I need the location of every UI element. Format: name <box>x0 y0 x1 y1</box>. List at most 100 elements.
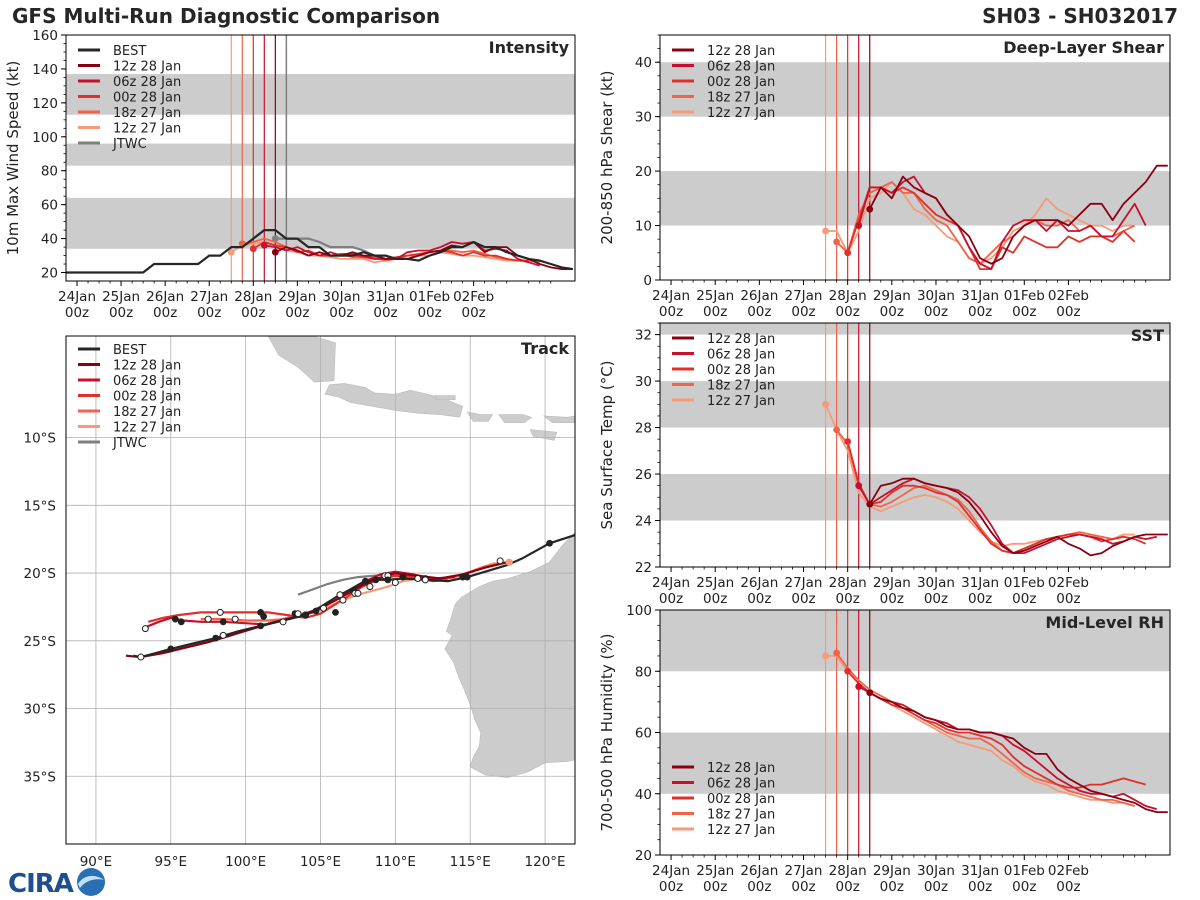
x-tick-label: 26Jan <box>740 863 778 879</box>
legend-label: 12z 27 Jan <box>707 394 775 409</box>
x-tick-label: 29Jan <box>873 863 911 879</box>
x-tick-label: 28Jan <box>829 575 867 591</box>
x-tick-sublabel: 00z <box>968 879 992 895</box>
y-tick-label: 120 <box>32 96 58 112</box>
x-tick-label: 27Jan <box>190 289 228 305</box>
track-marker-filled <box>219 618 227 626</box>
y-tick-label: 35°S <box>24 769 57 785</box>
panel-shear: 01020304024Jan00z25Jan00z26Jan00z27Jan00… <box>598 34 1171 320</box>
x-tick-sublabel: 00z <box>703 879 727 895</box>
x-tick-sublabel: 00z <box>924 304 948 320</box>
track-marker-open <box>204 615 212 623</box>
shade-band <box>660 610 1170 672</box>
panel-track: 90°E 95°E 100°E 105°E 110°E 115°E 120°E 10°S 15°… <box>24 335 576 870</box>
series-line-18z-27-jan <box>835 429 1135 554</box>
x-tick-label: 26Jan <box>740 288 778 304</box>
logo-text: CIRA <box>8 869 74 898</box>
legend-label: 12z 28 Jan <box>707 332 775 347</box>
x-tick-label: 01Feb <box>409 289 450 305</box>
legend-label: 12z 28 Jan <box>707 44 775 59</box>
series-line-06z-28-jan <box>264 241 540 267</box>
panel-title: Intensity <box>489 38 570 57</box>
legend-label: 12z 27 Jan <box>707 106 775 121</box>
y-tick-label: 22 <box>635 560 652 576</box>
x-tick-label: 02Feb <box>453 289 494 305</box>
init-point <box>227 248 235 256</box>
x-tick-sublabel: 00z <box>836 591 860 607</box>
x-tick-sublabel: 00z <box>241 305 265 321</box>
x-tick-sublabel: 00z <box>1012 591 1036 607</box>
best-marker-filled <box>463 573 471 581</box>
best-marker-open <box>421 576 429 584</box>
track-marker-filled <box>399 573 407 581</box>
x-tick-sublabel: 00z <box>880 591 904 607</box>
track-marker-filled <box>332 608 339 616</box>
track-marker-filled <box>171 615 179 623</box>
x-tick-label: 100°E <box>225 854 266 870</box>
init-point <box>822 652 829 660</box>
init-point <box>833 649 841 657</box>
legend-label: 18z 27 Jan <box>707 808 775 823</box>
x-tick-sublabel: 00z <box>1056 879 1080 895</box>
y-tick-label: 32 <box>635 328 652 344</box>
init-point <box>866 689 874 697</box>
x-tick-label: 90°E <box>80 854 112 870</box>
axes-frame <box>65 335 576 845</box>
x-tick-label: 25Jan <box>696 288 734 304</box>
init-point <box>866 205 874 213</box>
x-tick-sublabel: 00z <box>1012 304 1036 320</box>
x-tick-label: 31Jan <box>367 289 405 305</box>
best-marker-filled <box>384 576 392 584</box>
track-marker-open <box>366 583 374 591</box>
x-tick-label: 25Jan <box>696 863 734 879</box>
series-line-00z-28-jan <box>847 670 1146 789</box>
x-tick-sublabel: 00z <box>703 304 727 320</box>
axes-frame <box>65 34 576 282</box>
x-tick-label: 110°E <box>375 854 416 870</box>
best-marker-open <box>219 631 227 639</box>
x-tick-label: 24Jan <box>58 289 96 305</box>
x-tick-sublabel: 00z <box>659 304 683 320</box>
series-line-12z-28-jan <box>868 477 1168 557</box>
x-tick-sublabel: 00z <box>1056 304 1080 320</box>
y-axis-label: 200-850 hPa Shear (kt) <box>598 71 616 245</box>
init-point <box>844 249 852 257</box>
x-tick-label: 30Jan <box>322 289 360 305</box>
x-tick-label: 02Feb <box>1048 288 1089 304</box>
shade-band <box>66 197 575 249</box>
x-tick-label: 25Jan <box>696 575 734 591</box>
legend-label: 12z 27 Jan <box>707 823 775 838</box>
legend-label: 06z 28 Jan <box>707 348 775 363</box>
init-point <box>822 227 829 235</box>
best-marker-open <box>294 610 302 618</box>
legend-label: 12z 28 Jan <box>113 60 181 75</box>
panel-title: Deep-Layer Shear <box>1003 38 1164 57</box>
land-sumbawa <box>498 414 533 424</box>
track-marker-open <box>391 579 399 587</box>
init-point <box>833 426 841 434</box>
track-marker-filled <box>372 576 380 584</box>
y-tick-label: 10 <box>635 219 652 235</box>
best-marker-filled <box>546 539 553 547</box>
x-tick-sublabel: 00z <box>747 591 771 607</box>
x-tick-label: 26Jan <box>740 575 778 591</box>
legend-label: 12z 27 Jan <box>113 122 181 137</box>
legend-label: 12z 28 Jan <box>113 359 181 374</box>
x-tick-sublabel: 00z <box>880 879 904 895</box>
land-java <box>324 383 464 418</box>
panel-intensity: 2040608010012014016024Jan00z25Jan00z26Ja… <box>4 28 576 321</box>
track-marker-open <box>141 625 149 633</box>
init-point <box>260 241 268 249</box>
y-tick-label: 30 <box>635 110 652 126</box>
track-marker-filled <box>177 618 185 626</box>
x-tick-sublabel: 00z <box>924 879 948 895</box>
x-tick-label: 29Jan <box>873 288 911 304</box>
x-tick-sublabel: 00z <box>880 304 904 320</box>
shade-band <box>660 323 1170 335</box>
y-tick-label: 30°S <box>24 702 57 718</box>
series-line-best <box>66 229 573 274</box>
legend-label: BEST <box>113 343 146 358</box>
x-tick-label: 02Feb <box>1048 863 1089 879</box>
x-tick-label: 24Jan <box>652 288 690 304</box>
x-tick-sublabel: 00z <box>109 305 133 321</box>
